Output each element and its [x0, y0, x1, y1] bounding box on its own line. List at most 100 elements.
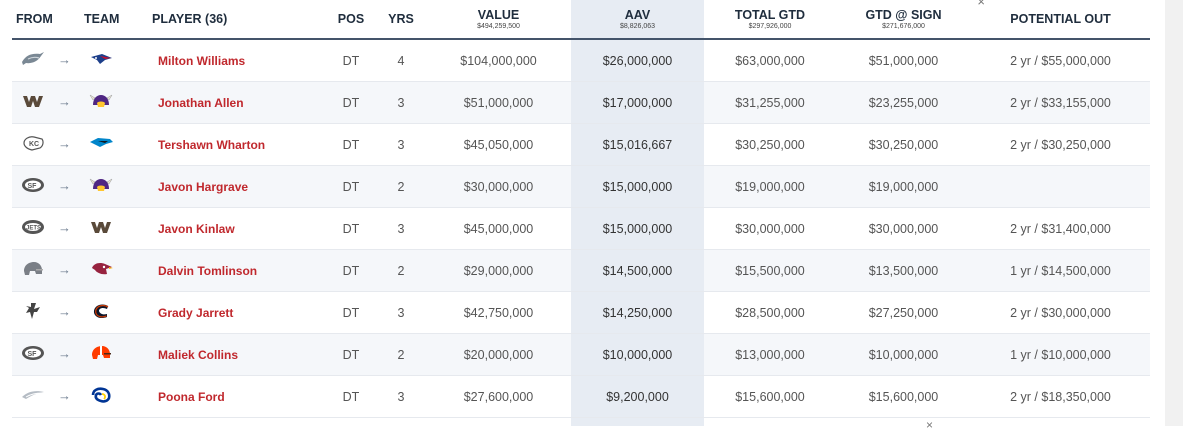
pos-cell: DT — [326, 39, 376, 82]
from-team-logo-icon[interactable] — [20, 49, 46, 72]
player-cell: Javon Kinlaw — [146, 207, 326, 250]
player-link[interactable]: Maliek Collins — [158, 347, 239, 362]
yrs-cell: 3 — [376, 123, 426, 166]
value-cell: $45,000,000 — [426, 207, 571, 250]
to-team-logo-icon[interactable] — [88, 343, 114, 366]
svg-text:SF: SF — [28, 351, 38, 358]
arrow-icon: → — [58, 135, 71, 151]
table-row[interactable]: JETS → Javon Kinlaw DT 3 $45,000,000 $15,000,0… — [12, 207, 1150, 250]
table-row[interactable]: → Poona Ford DT 3 $27,600,000 $9,200,000 $15,6… — [12, 375, 1150, 418]
player-link[interactable]: Javon Kinlaw — [158, 221, 235, 236]
from-team-logo-icon[interactable]: JETS — [20, 217, 46, 240]
from-team-logo-icon[interactable] — [20, 259, 46, 282]
to-team-logo-icon[interactable] — [88, 175, 114, 198]
from-team-logo-icon[interactable]: SF — [20, 175, 46, 198]
player-cell: Milton Williams — [146, 39, 326, 82]
to-team-logo-icon[interactable] — [88, 217, 114, 240]
total-gtd-cell: $30,000,000 — [704, 207, 836, 250]
from-cell: → — [12, 249, 72, 292]
aav-total: $8,826,063 — [619, 23, 656, 30]
pos-cell: DT — [326, 249, 376, 292]
pos-cell: DT — [326, 123, 376, 166]
player-link[interactable]: Dalvin Tomlinson — [158, 263, 258, 278]
pos-cell: DT — [326, 291, 376, 334]
from-cell: SF → — [12, 165, 72, 208]
player-cell: Dalvin Tomlinson — [146, 249, 326, 292]
to-team-logo-icon[interactable] — [88, 133, 114, 156]
table-row[interactable]: → Dalvin Tomlinson DT 2 $29,000,000 $14,500,0… — [12, 249, 1150, 292]
potential-out-cell: 2 yr / $55,000,000 — [971, 39, 1150, 82]
value-cell: $51,000,000 — [426, 81, 571, 124]
col-header-player[interactable]: PLAYER (36) — [146, 0, 326, 40]
aav-cell: $10,000,000 — [571, 333, 704, 376]
yrs-cell: 4 — [376, 39, 426, 82]
player-cell: Poona Ford — [146, 375, 326, 418]
player-link[interactable]: Jonathan Allen — [158, 95, 244, 110]
pos-cell: DT — [326, 333, 376, 376]
arrow-icon: → — [58, 303, 71, 319]
free-agent-table-panel: FROM TEAM PLAYER (36) POS YRS VALUE $494… — [12, 0, 1150, 426]
close-icon-bottom[interactable]: × — [926, 418, 934, 432]
from-cell: JETS → — [12, 207, 72, 250]
from-cell: → — [12, 81, 72, 124]
col-header-total-gtd[interactable]: TOTAL GTD $297,926,000 — [704, 0, 836, 40]
col-header-from[interactable]: FROM — [12, 0, 72, 40]
gtd-sign-cell: $30,000,000 — [836, 207, 971, 250]
col-header-pos[interactable]: POS — [326, 0, 376, 40]
from-cell: KC → — [12, 123, 72, 166]
gtd-sign-cell: $51,000,000 — [836, 39, 971, 82]
team-cell — [72, 39, 146, 82]
pos-cell: DT — [326, 81, 376, 124]
player-link[interactable]: Poona Ford — [158, 389, 225, 404]
contracts-table: FROM TEAM PLAYER (36) POS YRS VALUE $494… — [12, 0, 1150, 418]
total-gtd-cell: $13,000,000 — [704, 333, 836, 376]
from-team-logo-icon[interactable] — [20, 301, 46, 324]
aav-cell: $17,000,000 — [571, 81, 704, 124]
total-gtd-cell: $28,500,000 — [704, 291, 836, 334]
table-row[interactable]: → Grady Jarrett DT 3 $42,750,000 $14,250,000 $… — [12, 291, 1150, 334]
value-cell: $45,050,000 — [426, 123, 571, 166]
table-row[interactable]: KC → Tershawn Wharton DT 3 $45,050,000 $15,016… — [12, 123, 1150, 166]
value-cell: $20,000,000 — [426, 333, 571, 376]
table-row[interactable]: SF → Maliek Collins DT 2 $20,000,000 $10,000,0… — [12, 333, 1150, 376]
yrs-cell: 2 — [376, 333, 426, 376]
gtd-sign-cell: $27,250,000 — [836, 291, 971, 334]
player-link[interactable]: Grady Jarrett — [158, 305, 234, 320]
from-team-logo-icon[interactable]: KC — [20, 133, 46, 156]
to-team-logo-icon[interactable] — [88, 91, 114, 114]
player-cell: Maliek Collins — [146, 333, 326, 376]
from-cell: → — [12, 291, 72, 334]
value-cell: $42,750,000 — [426, 291, 571, 334]
player-link[interactable]: Milton Williams — [158, 53, 246, 68]
from-team-logo-icon[interactable]: SF — [20, 343, 46, 366]
from-team-logo-icon[interactable] — [20, 91, 46, 114]
player-link[interactable]: Javon Hargrave — [158, 179, 249, 194]
col-header-value[interactable]: VALUE $494,259,500 — [426, 0, 571, 40]
table-row[interactable]: → Jonathan Allen DT 3 $51,000,000 $17,000,000… — [12, 81, 1150, 124]
player-cell: Grady Jarrett — [146, 291, 326, 334]
col-header-team[interactable]: TEAM — [72, 0, 146, 40]
gtd-sign-cell: $30,250,000 — [836, 123, 971, 166]
col-header-gtd-sign[interactable]: GTD @ SIGN $271,676,000 × — [836, 0, 985, 40]
table-row[interactable]: → Milton Williams DT 4 $104,000,000 $26,000,0… — [12, 39, 1150, 82]
col-header-aav[interactable]: AAV $8,826,063 — [571, 0, 704, 40]
to-team-logo-icon[interactable] — [88, 301, 114, 324]
col-header-potential-out[interactable]: POTENTIAL OUT — [971, 0, 1150, 40]
col-header-yrs[interactable]: YRS — [376, 0, 426, 40]
to-team-logo-icon[interactable] — [88, 259, 114, 282]
team-cell — [72, 81, 146, 124]
table-row[interactable]: SF → Javon Hargrave DT 2 $30,000,000 $15,000,0… — [12, 165, 1150, 208]
gtd-sign-cell: $23,255,000 — [836, 81, 971, 124]
gtd-sign-cell: $10,000,000 — [836, 333, 971, 376]
player-cell: Jonathan Allen — [146, 81, 326, 124]
total-gtd-cell: $19,000,000 — [704, 165, 836, 208]
team-cell — [72, 249, 146, 292]
to-team-logo-icon[interactable] — [88, 49, 114, 72]
gtd-sign-total: $271,676,000 — [882, 23, 925, 30]
gtd-sign-label: GTD @ SIGN — [865, 8, 942, 22]
player-link[interactable]: Tershawn Wharton — [158, 137, 266, 152]
from-team-logo-icon[interactable] — [20, 385, 46, 408]
to-team-logo-icon[interactable] — [88, 385, 114, 408]
scrollbar-track[interactable] — [1165, 0, 1183, 426]
arrow-icon: → — [58, 345, 71, 361]
